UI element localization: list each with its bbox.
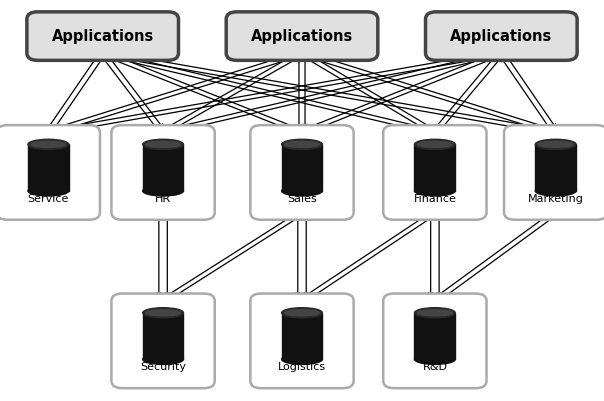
Ellipse shape [31, 141, 66, 148]
FancyBboxPatch shape [250, 125, 354, 220]
Ellipse shape [143, 308, 184, 318]
Bar [535, 144, 576, 191]
Ellipse shape [281, 354, 323, 365]
Bar [281, 313, 323, 359]
Text: Applications: Applications [251, 28, 353, 44]
Ellipse shape [414, 354, 455, 365]
Ellipse shape [143, 139, 184, 150]
Text: Security: Security [140, 362, 186, 372]
FancyBboxPatch shape [383, 125, 487, 220]
Ellipse shape [538, 141, 573, 148]
Ellipse shape [281, 186, 323, 196]
Ellipse shape [281, 139, 323, 150]
FancyBboxPatch shape [504, 125, 604, 220]
Ellipse shape [535, 139, 576, 150]
Ellipse shape [284, 141, 320, 148]
Text: Logistics: Logistics [278, 362, 326, 372]
Ellipse shape [143, 354, 184, 365]
Ellipse shape [28, 139, 69, 150]
Ellipse shape [417, 141, 452, 148]
Text: Applications: Applications [450, 28, 553, 44]
Text: Applications: Applications [51, 28, 154, 44]
Ellipse shape [417, 310, 452, 316]
FancyBboxPatch shape [112, 125, 215, 220]
Ellipse shape [281, 308, 323, 318]
FancyBboxPatch shape [226, 12, 378, 61]
Text: Marketing: Marketing [528, 194, 583, 204]
Bar [143, 313, 184, 359]
FancyBboxPatch shape [0, 125, 100, 220]
Text: Service: Service [28, 194, 69, 204]
Ellipse shape [146, 310, 181, 316]
FancyBboxPatch shape [383, 294, 487, 388]
Bar [28, 144, 69, 191]
FancyBboxPatch shape [27, 12, 179, 61]
Ellipse shape [414, 308, 455, 318]
FancyBboxPatch shape [250, 294, 354, 388]
Ellipse shape [414, 139, 455, 150]
Ellipse shape [143, 186, 184, 196]
Ellipse shape [535, 186, 576, 196]
Ellipse shape [284, 310, 320, 316]
FancyBboxPatch shape [112, 294, 215, 388]
Bar [414, 313, 455, 359]
Bar [143, 144, 184, 191]
Text: HR: HR [155, 194, 171, 204]
Text: R&D: R&D [422, 362, 448, 372]
Bar [281, 144, 323, 191]
Text: Finance: Finance [414, 194, 456, 204]
Ellipse shape [28, 186, 69, 196]
Bar [414, 144, 455, 191]
Ellipse shape [414, 186, 455, 196]
Ellipse shape [146, 141, 181, 148]
FancyBboxPatch shape [425, 12, 577, 61]
Text: Sales: Sales [287, 194, 317, 204]
